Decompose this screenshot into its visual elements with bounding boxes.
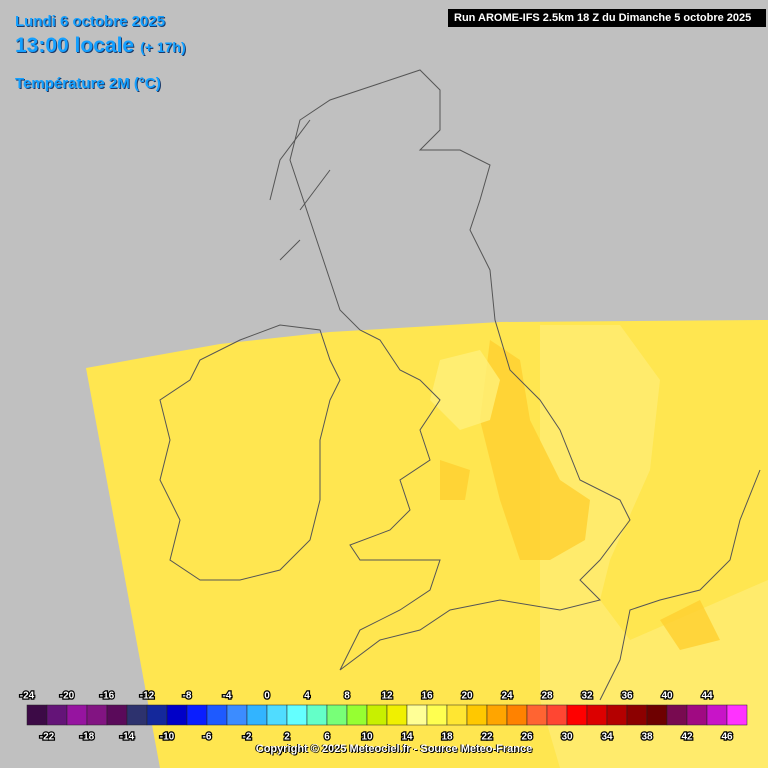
legend-label: 2: [284, 732, 290, 743]
legend-swatch: [246, 704, 268, 726]
warm-area: [480, 340, 590, 560]
legend-swatch: [306, 704, 328, 726]
legend-swatch: [466, 704, 488, 726]
legend-swatch: [206, 704, 228, 726]
legend-label: 20: [461, 691, 473, 702]
legend-swatch: [486, 704, 508, 726]
legend-label: -14: [120, 732, 135, 743]
legend-label: 46: [721, 732, 733, 743]
legend-swatch: [426, 704, 448, 726]
coastlines: [159, 69, 761, 701]
legend-label: 42: [681, 732, 693, 743]
legend-swatch: [286, 704, 308, 726]
legend-label: 16: [421, 691, 433, 702]
legend-swatch: [706, 704, 728, 726]
legend-label: 34: [601, 732, 613, 743]
legend-swatch: [506, 704, 528, 726]
local-time: 13:00 locale: [15, 34, 135, 57]
legend-label: 40: [661, 691, 673, 702]
legend-swatch: [666, 704, 688, 726]
legend-swatch: [126, 704, 148, 726]
legend-swatch: [26, 704, 48, 726]
forecast-date: Lundi 6 octobre 2025: [15, 13, 166, 30]
legend-label: -2: [243, 732, 252, 743]
legend-label: -24: [20, 691, 35, 702]
copyright: Copyright © 2025 Meteociel.fr - Source M…: [255, 743, 533, 755]
legend-label: 12: [381, 691, 393, 702]
legend-label: -4: [223, 691, 232, 702]
legend-label: 24: [501, 691, 513, 702]
legend-swatch: [586, 704, 608, 726]
legend-swatch: [86, 704, 108, 726]
legend-swatch: [686, 704, 708, 726]
legend-swatch: [186, 704, 208, 726]
warm-area: [440, 460, 470, 500]
legend-label: 44: [701, 691, 713, 702]
legend-swatch: [386, 704, 408, 726]
legend-swatch: [146, 704, 168, 726]
cooler-sea: [540, 325, 768, 768]
legend-label: -12: [140, 691, 155, 702]
legend-label: 36: [621, 691, 633, 702]
legend-swatch: [226, 704, 248, 726]
legend-swatch: [346, 704, 368, 726]
legend-label: 22: [481, 732, 493, 743]
legend-label: -20: [60, 691, 75, 702]
legend-label: 8: [344, 691, 350, 702]
legend-label: -8: [183, 691, 192, 702]
legend-swatch: [266, 704, 288, 726]
legend-label: 26: [521, 732, 533, 743]
legend-label: -16: [100, 691, 115, 702]
legend-label: -18: [80, 732, 95, 743]
lead-time: (+ 17h): [140, 39, 186, 55]
legend-label: 6: [324, 732, 330, 743]
legend-label: 30: [561, 732, 573, 743]
legend-label: 32: [581, 691, 593, 702]
legend-swatch: [546, 704, 568, 726]
legend-swatch: [366, 704, 388, 726]
legend-swatch: [646, 704, 668, 726]
legend-label: -10: [160, 732, 175, 743]
legend-swatch: [726, 704, 748, 726]
legend-swatch: [526, 704, 548, 726]
legend-label: 28: [541, 691, 553, 702]
legend-label: -6: [203, 732, 212, 743]
legend-swatch: [446, 704, 468, 726]
legend-label: 38: [641, 732, 653, 743]
legend-swatch: [46, 704, 68, 726]
legend-swatch: [406, 704, 428, 726]
legend-swatch: [326, 704, 348, 726]
legend-label: 4: [304, 691, 310, 702]
legend-swatch: [626, 704, 648, 726]
legend-swatch: [166, 704, 188, 726]
legend-label: -22: [40, 732, 55, 743]
forecast-time: 13:00 locale (+ 17h): [15, 34, 186, 58]
legend-label: 0: [264, 691, 270, 702]
legend-swatch: [66, 704, 88, 726]
hills: [430, 350, 500, 430]
field-name: Température 2M (°C): [15, 75, 161, 92]
warm-area: [660, 600, 720, 650]
legend-label: 14: [401, 732, 413, 743]
legend-swatch: [106, 704, 128, 726]
legend-label: 18: [441, 732, 453, 743]
legend-label: 10: [361, 732, 373, 743]
run-info: Run AROME-IFS 2.5km 18 Z du Dimanche 5 o…: [448, 9, 766, 27]
legend-swatch: [606, 704, 628, 726]
legend-swatch: [566, 704, 588, 726]
